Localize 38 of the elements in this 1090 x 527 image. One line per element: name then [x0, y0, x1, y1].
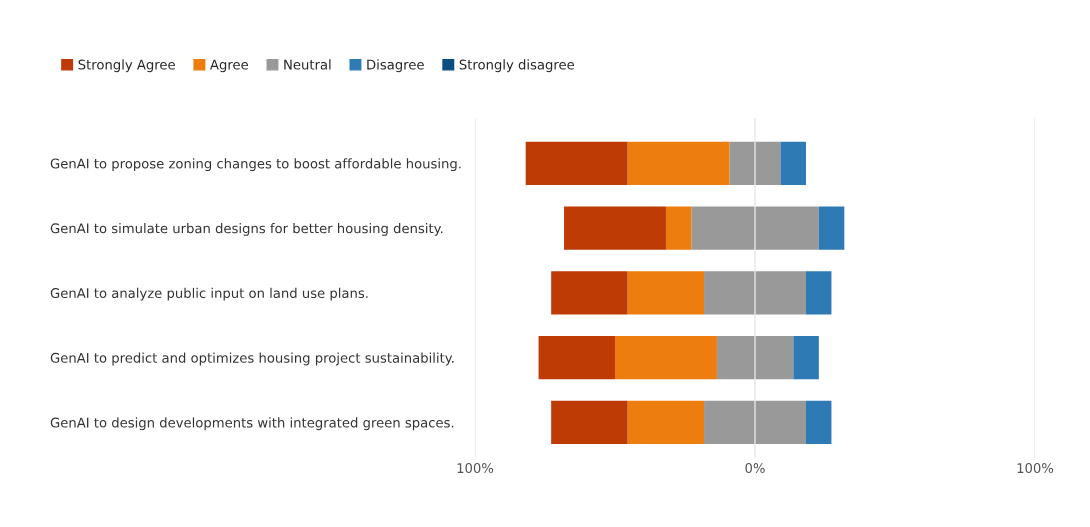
x-tick-label: 100%: [457, 463, 494, 474]
bar: [665, 206, 692, 250]
bar: [780, 141, 806, 186]
bar: [691, 206, 755, 250]
bar: [729, 141, 755, 186]
legend-label: Strongly Agree: [78, 59, 175, 73]
bar: [551, 400, 628, 445]
bar: [818, 206, 845, 250]
bar: [755, 271, 806, 315]
bar: [716, 335, 755, 380]
bar: [755, 400, 806, 445]
x-tick-label: 0%: [745, 463, 765, 474]
bar: [525, 141, 628, 186]
bar: [704, 400, 755, 445]
legend-label: Disagree: [367, 59, 424, 73]
bar: [627, 141, 730, 186]
bar: [805, 271, 832, 315]
y-tick-label: GenAI to analyze public input on land use plans.: [50, 287, 368, 301]
y-tick-label: GenAI to propose zoning changes to boost affordable housing.: [50, 158, 461, 172]
bar: [615, 335, 717, 380]
legend-label: Strongly disagree: [459, 59, 575, 73]
bar: [755, 206, 819, 250]
bar: [755, 141, 781, 186]
x-tick-label: 100%: [1017, 463, 1054, 474]
y-tick-label: GenAI to predict and optimizes housing project sustainability.: [50, 352, 454, 366]
bar: [538, 335, 615, 380]
bar: [704, 271, 755, 315]
legend-label: Neutral: [284, 59, 331, 70]
bar: [564, 206, 666, 250]
bar: [627, 400, 705, 445]
bar: [755, 335, 794, 380]
legend-label: Agree: [210, 59, 248, 73]
y-tick-label: GenAI to simulate urban designs for better housing density.: [50, 223, 443, 236]
y-tick-label: GenAI to design developments with integrated green spaces.: [50, 417, 454, 431]
bar: [551, 271, 628, 315]
bar: [793, 335, 819, 380]
bar: [627, 271, 705, 315]
bar: [805, 400, 832, 445]
